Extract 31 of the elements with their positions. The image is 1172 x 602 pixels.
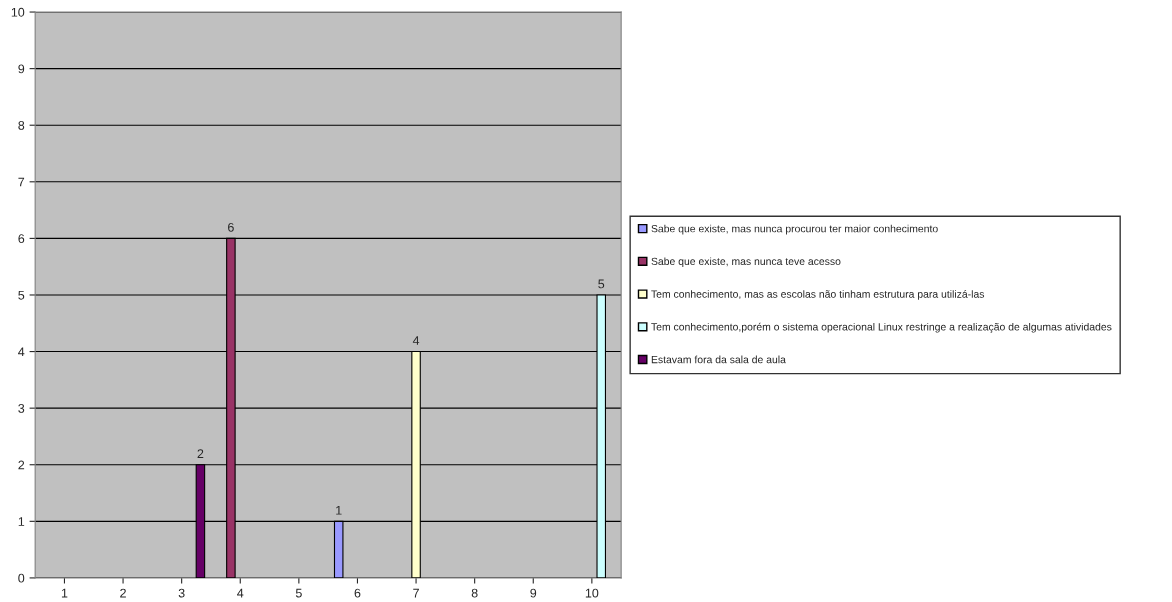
- legend-label: Sabe que existe, mas nunca procurou ter maior conhecimento: [651, 224, 938, 235]
- data-label: 5: [598, 279, 605, 289]
- data-label: 6: [228, 222, 234, 232]
- x-tick-label: 10: [585, 588, 599, 598]
- x-tick-label: 3: [178, 588, 185, 598]
- data-label: 1: [336, 505, 342, 515]
- legend-label: Tem conhecimento, mas as escolas não tinham estrutura para utilizá-las: [651, 290, 985, 300]
- x-tick-label: 2: [120, 588, 126, 598]
- y-tick-label: 3: [18, 403, 25, 413]
- y-tick-label: 0: [18, 573, 25, 583]
- legend-label: Tem conhecimento,porém o sistema operacional Linux restringe a realização de algumas atividades: [651, 322, 1112, 333]
- x-tick-label: 4: [237, 588, 244, 598]
- data-label: 2: [197, 449, 204, 458]
- x-tick-label: 9: [530, 588, 537, 598]
- y-tick-label: 2: [18, 460, 25, 470]
- legend-label: Sabe que existe, mas nunca teve acesso: [651, 257, 841, 268]
- y-tick-label: 10: [11, 7, 25, 17]
- y-tick-label: 9: [18, 64, 25, 74]
- x-tick-label: 8: [471, 588, 478, 598]
- y-tick-label: 7: [18, 177, 25, 187]
- x-tick-label: 7: [413, 588, 419, 598]
- legend-label: Estavam fora da sala de aula: [651, 355, 786, 364]
- x-tick-label: 1: [61, 588, 68, 598]
- y-tick-label: 5: [18, 290, 25, 300]
- y-tick-label: 8: [18, 121, 25, 130]
- y-tick-label: 1: [18, 517, 25, 526]
- x-tick-label: 6: [354, 588, 361, 598]
- y-tick-label: 6: [18, 234, 25, 244]
- y-tick-label: 4: [18, 347, 25, 357]
- x-tick-label: 5: [295, 588, 302, 598]
- data-label: 4: [412, 336, 420, 345]
